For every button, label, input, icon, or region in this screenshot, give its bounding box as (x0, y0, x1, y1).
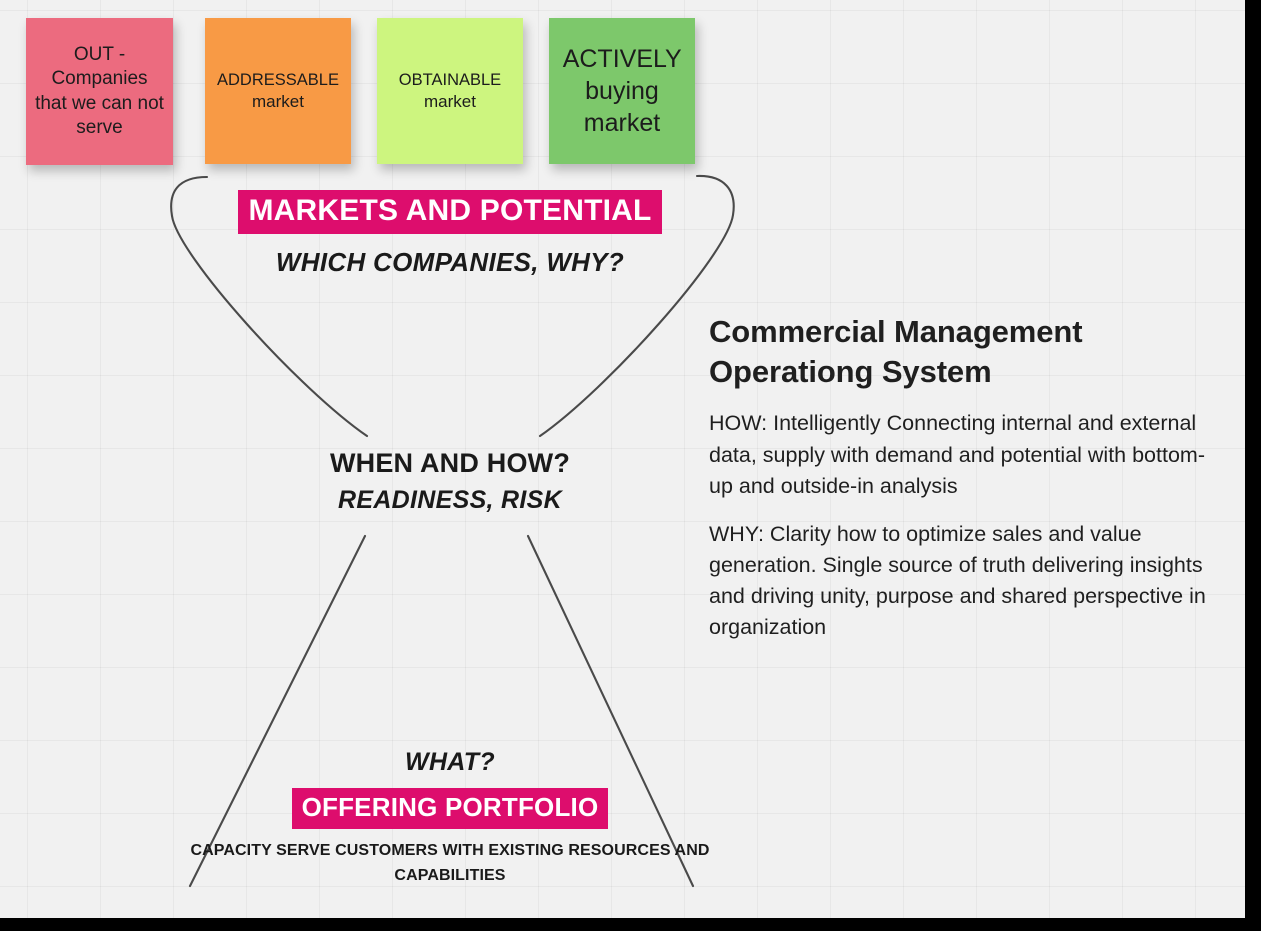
stage-offering-portfolio: WHAT? OFFERING PORTFOLIO CAPACITY SERVE … (160, 748, 740, 889)
info-panel-title-line2: Operationg System (709, 353, 992, 389)
sticky-note-obtainable-text: OBTAINABLE market (385, 70, 515, 113)
sticky-note-actively-buying[interactable]: ACTIVELY buying market (549, 18, 695, 164)
sticky-note-addressable[interactable]: ADDRESSABLE market (205, 18, 351, 164)
sticky-note-actively-buying-line1: ACTIVELY (562, 45, 682, 73)
sticky-note-out-line1: OUT (73, 43, 114, 65)
info-panel-how-paragraph: HOW: Intelligently Connecting internal a… (709, 411, 1205, 498)
stage-markets-and-potential: MARKETS AND POTENTIAL WHICH COMPANIES, W… (160, 190, 740, 278)
sticky-note-out-line4: not serve (76, 92, 164, 138)
sticky-note-out[interactable]: OUT - Companies that we can not serve (26, 18, 173, 165)
sticky-note-out-line2: - Companies (51, 43, 148, 90)
what-question: WHAT? (405, 748, 495, 776)
sticky-note-obtainable-line2: market (424, 91, 476, 111)
sticky-note-obtainable[interactable]: OBTAINABLE market (377, 18, 523, 164)
stage-when-and-how: WHEN AND HOW? READINESS, RISK (160, 448, 740, 515)
sticky-note-obtainable-line1: OBTAINABLE (398, 70, 502, 89)
offering-portfolio-caption-line2: RESOURCES AND CAPABILITIES (394, 842, 710, 884)
info-panel-title-line1: Commercial Management (709, 314, 1083, 349)
sticky-note-out-text: OUT - Companies that we can not serve (34, 43, 165, 140)
info-panel: Commercial Management Operationg System … (709, 312, 1209, 644)
whiteboard-canvas: OUT - Companies that we can not serve AD… (0, 0, 1245, 918)
when-subhead: READINESS, RISK (338, 486, 562, 514)
info-panel-why-paragraph: WHY: Clarity how to optimize sales and v… (709, 521, 1206, 640)
offering-portfolio-headline: OFFERING PORTFOLIO (291, 788, 609, 829)
sticky-note-actively-buying-text: ACTIVELY buying market (557, 43, 687, 139)
sticky-note-addressable-text: ADDRESSABLE market (213, 70, 343, 113)
markets-subhead: WHICH COMPANIES, WHY? (275, 247, 625, 277)
markets-headline: MARKETS AND POTENTIAL (238, 190, 662, 234)
when-headline: WHEN AND HOW? (329, 448, 571, 478)
offering-portfolio-caption-line1: CAPACITY SERVE CUSTOMERS WITH EXISTING (190, 842, 564, 859)
sticky-note-addressable-line2: market (252, 91, 304, 111)
sticky-note-actively-buying-line2: buying (585, 77, 659, 105)
sticky-note-out-line3: that we can (35, 92, 133, 114)
sticky-note-actively-buying-line3: market (583, 109, 661, 137)
sticky-note-addressable-line1: ADDRESSABLE (217, 70, 339, 89)
offering-portfolio-caption: CAPACITY SERVE CUSTOMERS WITH EXISTING R… (160, 839, 740, 889)
info-panel-title: Commercial Management Operationg System (709, 312, 1209, 391)
